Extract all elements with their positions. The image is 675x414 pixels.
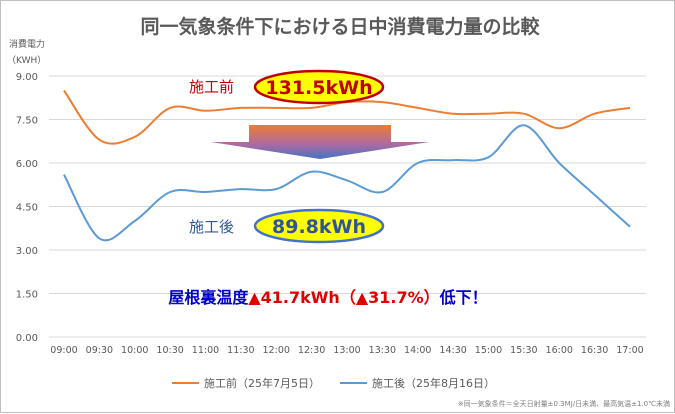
footnote: ※同一気象条件＝全天日射量±0.3MJ/日未満、最高気温±1.0℃未満: [458, 399, 670, 408]
y-tick-label: 7.50: [16, 116, 38, 127]
x-tick-label: 12:00: [263, 345, 290, 356]
before-label: 施工前: [189, 78, 234, 96]
x-tick-label: 11:00: [192, 345, 219, 356]
y-axis-label-line1: 消費電力: [9, 38, 45, 50]
x-tick-label: 14:00: [404, 345, 431, 356]
reduction-arrow: [211, 125, 429, 159]
y-tick-label: 9.00: [16, 72, 38, 83]
x-tick-label: 10:30: [156, 345, 183, 356]
legend-label-before: 施工前（25年7月5日）: [204, 376, 320, 390]
reduction-message-part1: 屋根裏温度: [168, 288, 249, 307]
x-tick-labels: 09:00 09:30 10:00 10:30 11:00 11:30 12:00 12:30…: [50, 345, 643, 356]
reduction-message-part2: ▲41.7kWh（▲31.7%）: [248, 288, 439, 307]
after-value: 89.8kWh: [272, 216, 366, 238]
x-tick-label: 09:00: [50, 345, 77, 356]
y-axis-label-line2: （KWH）: [7, 55, 46, 66]
x-tick-label: 17:00: [616, 345, 643, 356]
reduction-message-part3: 低下！: [439, 288, 488, 307]
x-tick-label: 13:00: [333, 345, 360, 356]
before-value-badge: [253, 69, 385, 105]
y-tick-label: 6.00: [16, 159, 38, 170]
chart-title: 同一気象条件下における日中消費電力量の比較: [140, 15, 540, 38]
x-tick-label: 12:30: [298, 345, 325, 356]
after-value-badge: [253, 208, 385, 244]
legend: 施工前（25年7月5日） 施工後（25年8月16日）: [172, 376, 495, 390]
y-tick-label: 1.50: [16, 290, 38, 301]
y-tick-label: 0.00: [16, 333, 38, 344]
x-tick-label: 16:30: [581, 345, 608, 356]
before-value: 131.5kWh: [265, 77, 372, 99]
y-tick-label: 4.50: [16, 203, 38, 214]
x-tick-label: 11:30: [227, 345, 254, 356]
legend-label-after: 施工後（25年8月16日）: [372, 376, 495, 390]
y-tick-label: 3.00: [16, 246, 38, 257]
x-tick-label: 15:00: [475, 345, 502, 356]
gridlines: [49, 75, 646, 338]
x-tick-label: 10:00: [121, 345, 148, 356]
x-tick-label: 09:30: [86, 345, 113, 356]
after-label: 施工後: [189, 218, 234, 236]
x-tick-label: 14:30: [439, 345, 466, 356]
y-tick-labels: 0.00 1.50 3.00 4.50 6.00 7.50 9.00: [16, 72, 38, 344]
x-tick-label: 15:30: [510, 345, 537, 356]
x-tick-label: 13:30: [369, 345, 396, 356]
reduction-message: 屋根裏温度▲41.7kWh（▲31.7%）低下！: [168, 288, 487, 307]
x-tick-label: 16:00: [546, 345, 573, 356]
series-line-after: [63, 124, 631, 242]
